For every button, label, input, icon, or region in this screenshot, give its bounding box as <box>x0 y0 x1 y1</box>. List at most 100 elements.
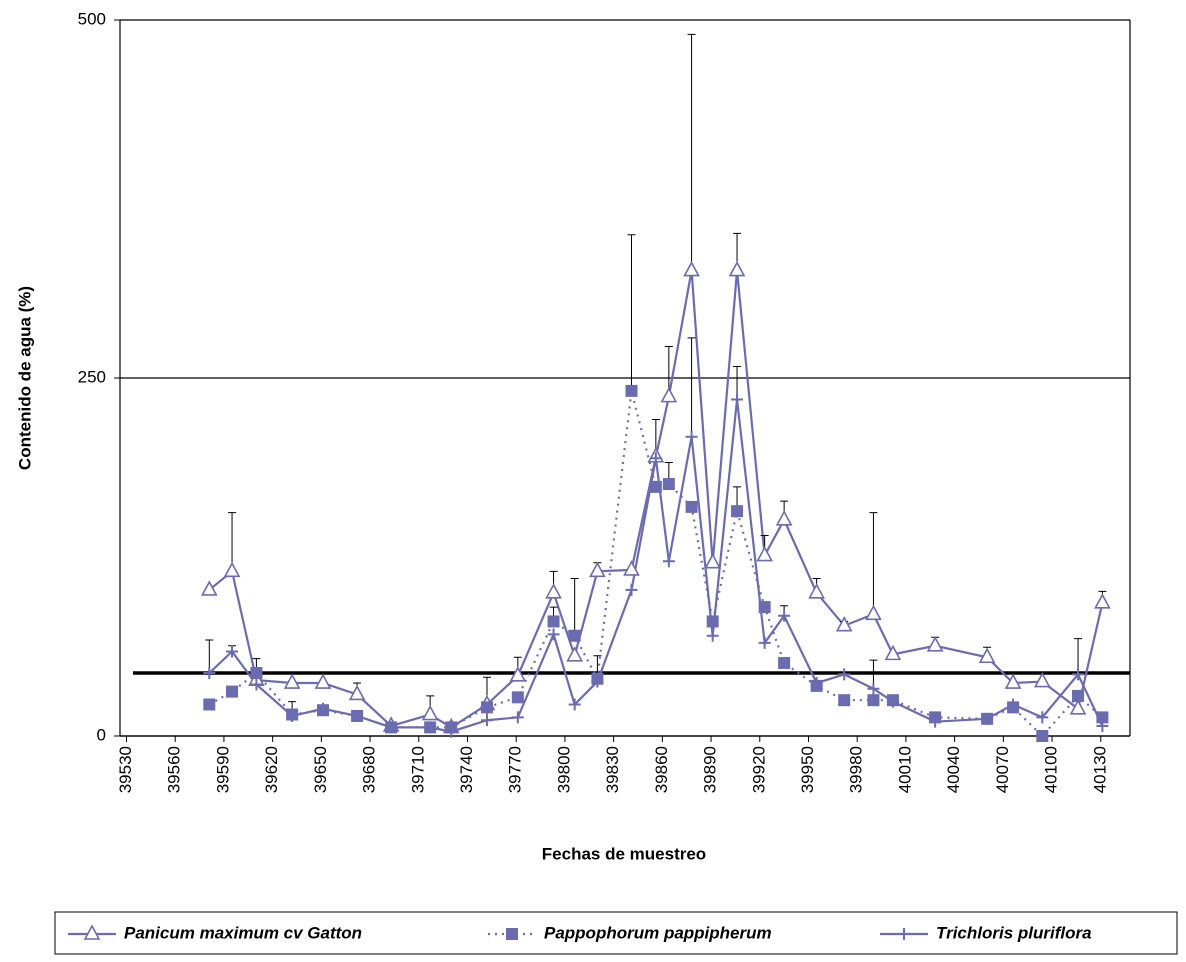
marker <box>566 646 584 662</box>
marker <box>662 555 675 568</box>
marker <box>568 629 581 642</box>
x-tick-label: 39890 <box>701 746 720 793</box>
marker <box>778 609 791 622</box>
marker <box>568 698 581 711</box>
marker <box>756 545 773 562</box>
marker <box>1096 711 1109 724</box>
marker <box>704 553 722 569</box>
marker <box>886 695 899 708</box>
marker <box>591 675 604 688</box>
marker <box>226 645 239 658</box>
marker <box>867 694 880 707</box>
error-bar <box>687 33 696 271</box>
marker <box>865 604 882 621</box>
marker <box>978 647 996 664</box>
marker <box>314 673 332 689</box>
y-tick-label: 500 <box>78 9 106 28</box>
error-bar <box>570 577 579 636</box>
y-tick-label: 0 <box>97 725 106 744</box>
x-tick-label: 39830 <box>603 746 622 793</box>
marker <box>547 615 560 628</box>
x-tick-label: 39920 <box>749 746 768 793</box>
marker <box>1036 730 1049 742</box>
marker <box>1072 689 1085 702</box>
marker <box>511 711 524 724</box>
marker <box>250 666 263 679</box>
x-tick-label: 40100 <box>1042 746 1061 793</box>
marker <box>731 393 744 406</box>
x-tick-label: 39860 <box>652 746 671 793</box>
x-tick-label: 40130 <box>1090 746 1109 793</box>
marker <box>547 628 560 641</box>
legend-label: Pappophorum pappipherum <box>544 923 772 942</box>
marker <box>480 714 493 727</box>
series-line <box>208 270 1104 729</box>
marker <box>706 615 719 628</box>
marker <box>1094 593 1111 609</box>
marker <box>685 430 698 443</box>
x-tick-label: 39800 <box>554 746 573 793</box>
marker <box>1004 673 1022 689</box>
x-tick-label: 39530 <box>116 746 135 793</box>
marker <box>226 685 239 698</box>
marker <box>649 480 662 493</box>
marker <box>1007 698 1020 711</box>
x-tick-label: 39590 <box>213 746 232 793</box>
marker <box>808 583 825 599</box>
x-tick-label: 39560 <box>165 746 184 793</box>
marker <box>835 616 853 632</box>
marker <box>706 629 719 642</box>
marker <box>810 677 823 690</box>
marker <box>348 684 366 701</box>
marker <box>480 701 493 714</box>
marker <box>223 561 241 578</box>
marker <box>511 691 524 704</box>
marker <box>200 580 218 596</box>
marker <box>884 644 902 661</box>
marker <box>1069 699 1087 715</box>
marker <box>775 510 793 526</box>
x-tick-label: 39950 <box>798 746 817 793</box>
legend-marker <box>83 924 101 940</box>
marker <box>926 636 944 652</box>
marker <box>623 560 640 576</box>
x-tick-label: 39980 <box>847 746 866 793</box>
marker <box>728 260 746 277</box>
x-tick-label: 39770 <box>506 746 525 793</box>
y-tick-label: 250 <box>78 367 106 386</box>
marker <box>424 721 437 734</box>
marker <box>545 583 562 599</box>
marker <box>286 709 299 722</box>
marker <box>625 384 638 397</box>
x-tick-label: 39650 <box>311 746 330 793</box>
marker <box>351 709 364 722</box>
marker <box>589 561 606 578</box>
x-tick-label: 39710 <box>408 746 427 793</box>
marker <box>385 721 398 734</box>
x-tick-label: 40040 <box>944 746 963 793</box>
legend-marker <box>898 928 910 940</box>
marker <box>445 725 458 738</box>
x-tick-label: 40010 <box>895 746 914 793</box>
marker <box>778 656 791 669</box>
error-bar <box>627 234 636 391</box>
error-bar <box>869 512 878 615</box>
error-bar <box>687 337 696 437</box>
marker <box>421 704 439 721</box>
marker <box>685 500 698 513</box>
marker <box>758 601 771 614</box>
marker <box>660 386 678 403</box>
marker <box>250 678 263 691</box>
marker <box>838 694 851 707</box>
marker <box>1036 711 1049 724</box>
marker <box>283 673 301 689</box>
x-tick-label: 39680 <box>360 746 379 793</box>
marker <box>867 682 880 695</box>
marker <box>203 666 216 679</box>
marker <box>758 636 771 649</box>
marker <box>203 698 216 711</box>
marker <box>316 702 329 715</box>
marker <box>1033 671 1051 688</box>
error-bar <box>228 512 237 572</box>
